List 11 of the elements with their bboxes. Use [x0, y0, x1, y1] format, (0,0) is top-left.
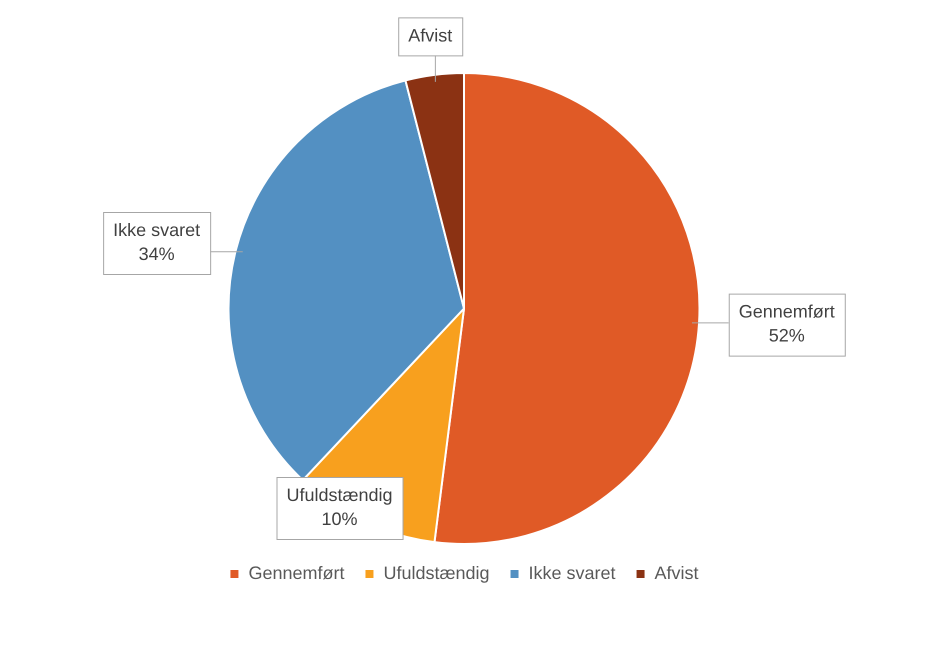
- legend-label: Gennemført: [248, 562, 344, 583]
- slice-label: Ikke svaret: [113, 220, 200, 240]
- slice-label: Afvist: [408, 25, 452, 46]
- legend-label: Afvist: [654, 562, 699, 583]
- data-label: 52%: [768, 326, 805, 346]
- legend-label: Ikke svaret: [528, 562, 616, 583]
- legend-label: Ufuldstændig: [383, 562, 490, 583]
- slice-label: Ufuldstændig: [286, 484, 393, 505]
- slice-label: Gennemført: [738, 302, 835, 322]
- data-label: 10%: [322, 508, 358, 529]
- data-label: 34%: [138, 244, 175, 264]
